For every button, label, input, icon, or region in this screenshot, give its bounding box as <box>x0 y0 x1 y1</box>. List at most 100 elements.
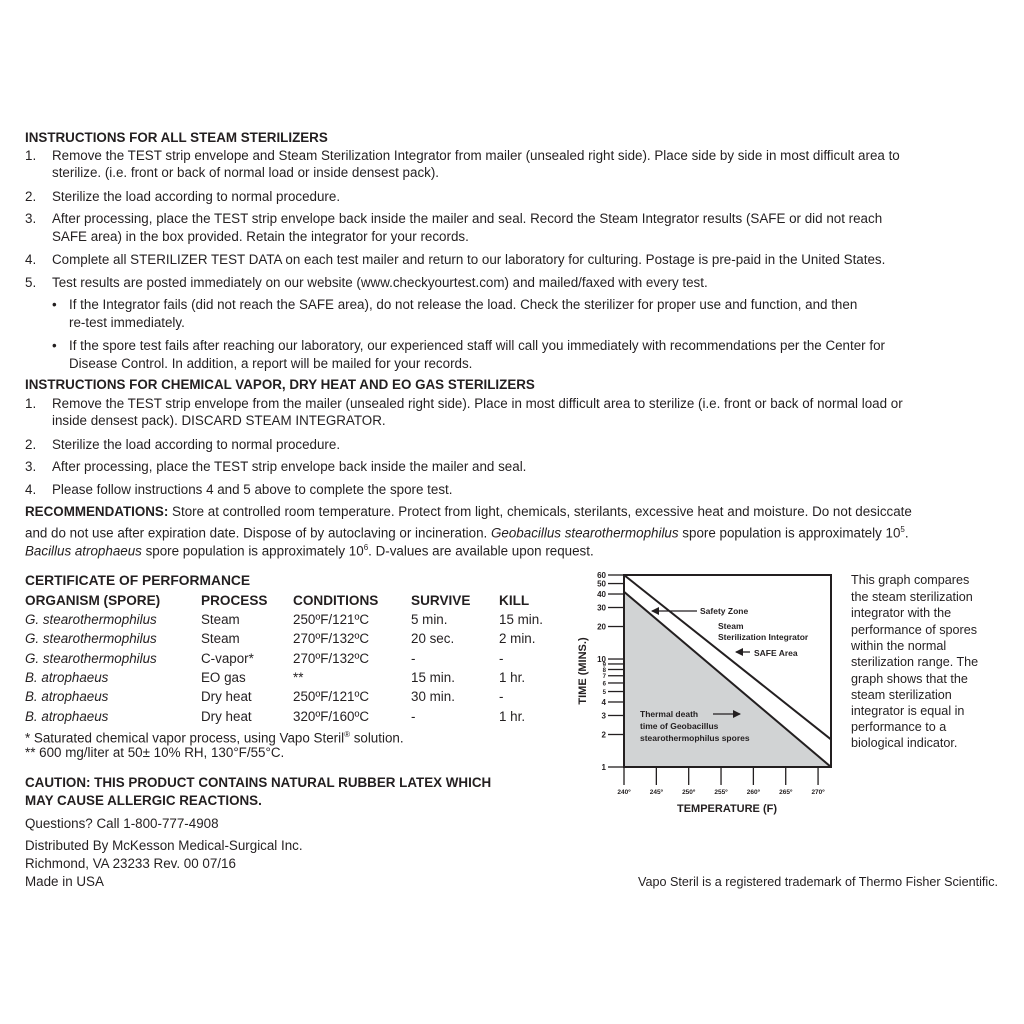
organism-cell: G. stearothermophilus <box>25 651 157 666</box>
x-tick-label: 245º <box>650 789 664 796</box>
item-text: Complete all STERILIZER TEST DATA on eac… <box>52 252 886 267</box>
description-line: performance to a <box>851 720 947 734</box>
item-text: Remove the TEST strip envelope and Steam… <box>52 148 900 163</box>
description-line: biological indicator. <box>851 736 958 750</box>
steam-heading: INSTRUCTIONS FOR ALL STEAM STERILIZERS <box>25 130 328 145</box>
y-axis-label: TIME (MINS.) <box>577 637 589 705</box>
description-line: integrator is equal in <box>851 704 965 718</box>
column-header: KILL <box>499 593 530 608</box>
item-text: Test results are posted immediately on o… <box>52 275 708 290</box>
certificate-heading: CERTIFICATE OF PERFORMANCE <box>25 573 251 588</box>
description-line: This graph compares <box>851 573 970 587</box>
x-tick-label: 255º <box>714 789 728 796</box>
recommendations-text: . <box>904 525 909 541</box>
item-text: Remove the TEST strip envelope from the … <box>52 396 903 411</box>
y-tick-label: 5 <box>603 690 607 696</box>
annotation-thermal-1: Thermal death <box>640 709 698 719</box>
conditions-cell: 270ºF/132ºC <box>293 631 370 646</box>
description-line: within the normal <box>851 639 947 653</box>
conditions-cell: 250ºF/121ºC <box>293 612 370 627</box>
item-text: Sterilize the load according to normal p… <box>52 437 341 452</box>
kill-cell: 2 min. <box>499 631 536 646</box>
kill-cell: 1 hr. <box>499 709 526 724</box>
organism-cell: B. atrophaeus <box>25 670 109 685</box>
y-tick-label: 40 <box>597 590 606 599</box>
annotation-thermal-2: time of Geobacillus <box>640 721 719 731</box>
survive-cell: 20 sec. <box>411 631 455 646</box>
distributor-address: Richmond, VA 23233 Rev. 00 07/16 <box>25 856 236 871</box>
y-tick-label: 1 <box>602 763 607 772</box>
annotation-integrator: Sterilization Integrator <box>718 632 809 642</box>
y-tick-label: 20 <box>597 623 606 632</box>
item-text: Please follow instructions 4 and 5 above… <box>52 482 453 497</box>
caution-line-1: CAUTION: THIS PRODUCT CONTAINS NATURAL R… <box>25 775 492 790</box>
registered-mark: ® <box>344 730 350 739</box>
recommendations-text: . D-values are available upon request. <box>368 543 594 559</box>
kill-cell: - <box>499 689 504 704</box>
annotation-safe-area: SAFE Area <box>754 648 798 658</box>
item-number: 2. <box>25 437 37 452</box>
column-header: CONDITIONS <box>293 593 379 608</box>
exponent: 6 <box>363 543 369 552</box>
column-header: SURVIVE <box>411 593 471 608</box>
process-cell: EO gas <box>201 670 246 685</box>
item-number: 1. <box>25 396 37 411</box>
bullet-text: If the Integrator fails (did not reach t… <box>69 297 858 312</box>
caution-line-2: MAY CAUSE ALLERGIC REACTIONS. <box>25 793 262 808</box>
process-cell: Steam <box>201 612 240 627</box>
kill-cell: 1 hr. <box>499 670 526 685</box>
chemical-heading: INSTRUCTIONS FOR CHEMICAL VAPOR, DRY HEA… <box>25 377 535 392</box>
x-axis-label: TEMPERATURE (F) <box>677 803 777 815</box>
conditions-cell: 250ºF/121ºC <box>293 689 370 704</box>
survive-cell: 15 min. <box>411 670 455 685</box>
series-line-2 <box>623 590 832 768</box>
description-line: steam sterilization <box>851 688 952 702</box>
item-number: 3. <box>25 211 37 226</box>
survive-cell: 5 min. <box>411 612 448 627</box>
organism-name: Bacillus atrophaeus <box>25 543 142 559</box>
y-tick-label: 6 <box>603 681 607 687</box>
annotation-steam: Steam <box>718 621 744 631</box>
x-tick-label: 250º <box>682 789 696 796</box>
survive-cell: - <box>411 709 416 724</box>
series-line-1 <box>623 574 832 741</box>
item-text: inside densest pack). DISCARD STEAM INTE… <box>52 413 386 428</box>
item-number: 3. <box>25 459 37 474</box>
y-tick-label: 2 <box>602 730 607 739</box>
questions-phone: Questions? Call 1-800-777-4908 <box>25 816 219 831</box>
kill-cell: - <box>499 651 504 666</box>
footnote-1-end: solution. <box>349 730 404 746</box>
item-text: Sterilize the load according to normal p… <box>52 189 341 204</box>
bullet-text: If the spore test fails after reaching o… <box>69 338 885 353</box>
survive-cell: - <box>411 651 416 666</box>
item-text: After processing, place the TEST strip e… <box>52 459 527 474</box>
process-cell: C-vapor* <box>201 651 254 666</box>
conditions-cell: ** <box>293 670 304 685</box>
column-header: PROCESS <box>201 593 268 608</box>
organism-cell: G. stearothermophilus <box>25 631 157 646</box>
distributor-line: Distributed By McKesson Medical-Surgical… <box>25 838 303 853</box>
x-tick-label: 265º <box>779 789 793 796</box>
item-text: SAFE area) in the box provided. Retain t… <box>52 229 469 244</box>
recommendations-text: Store at controlled room temperature. Pr… <box>168 504 912 519</box>
y-tick-label: 60 <box>597 571 606 580</box>
bullet-icon: • <box>52 297 57 312</box>
conditions-cell: 320ºF/160ºC <box>293 709 370 724</box>
item-number: 4. <box>25 252 37 267</box>
bullet-icon: • <box>52 338 57 353</box>
organism-name: Geobacillus stearothermophilus <box>491 525 679 541</box>
description-line: graph shows that the <box>851 672 968 686</box>
trademark-notice: Vapo Steril is a registered trademark of… <box>638 875 998 889</box>
organism-cell: G. stearothermophilus <box>25 612 157 627</box>
y-tick-label: 30 <box>597 604 606 613</box>
process-cell: Steam <box>201 631 240 646</box>
y-tick-label: 50 <box>597 580 606 589</box>
arrow-safe-area <box>735 648 750 656</box>
y-tick-label: 7 <box>603 674 607 680</box>
arrow-safety-zone <box>651 607 697 615</box>
description-line: integrator with the <box>851 606 952 620</box>
organism-cell: B. atrophaeus <box>25 689 109 704</box>
x-tick-label: 270º <box>811 789 825 796</box>
bullet-text: Disease Control. In addition, a report w… <box>69 356 473 371</box>
